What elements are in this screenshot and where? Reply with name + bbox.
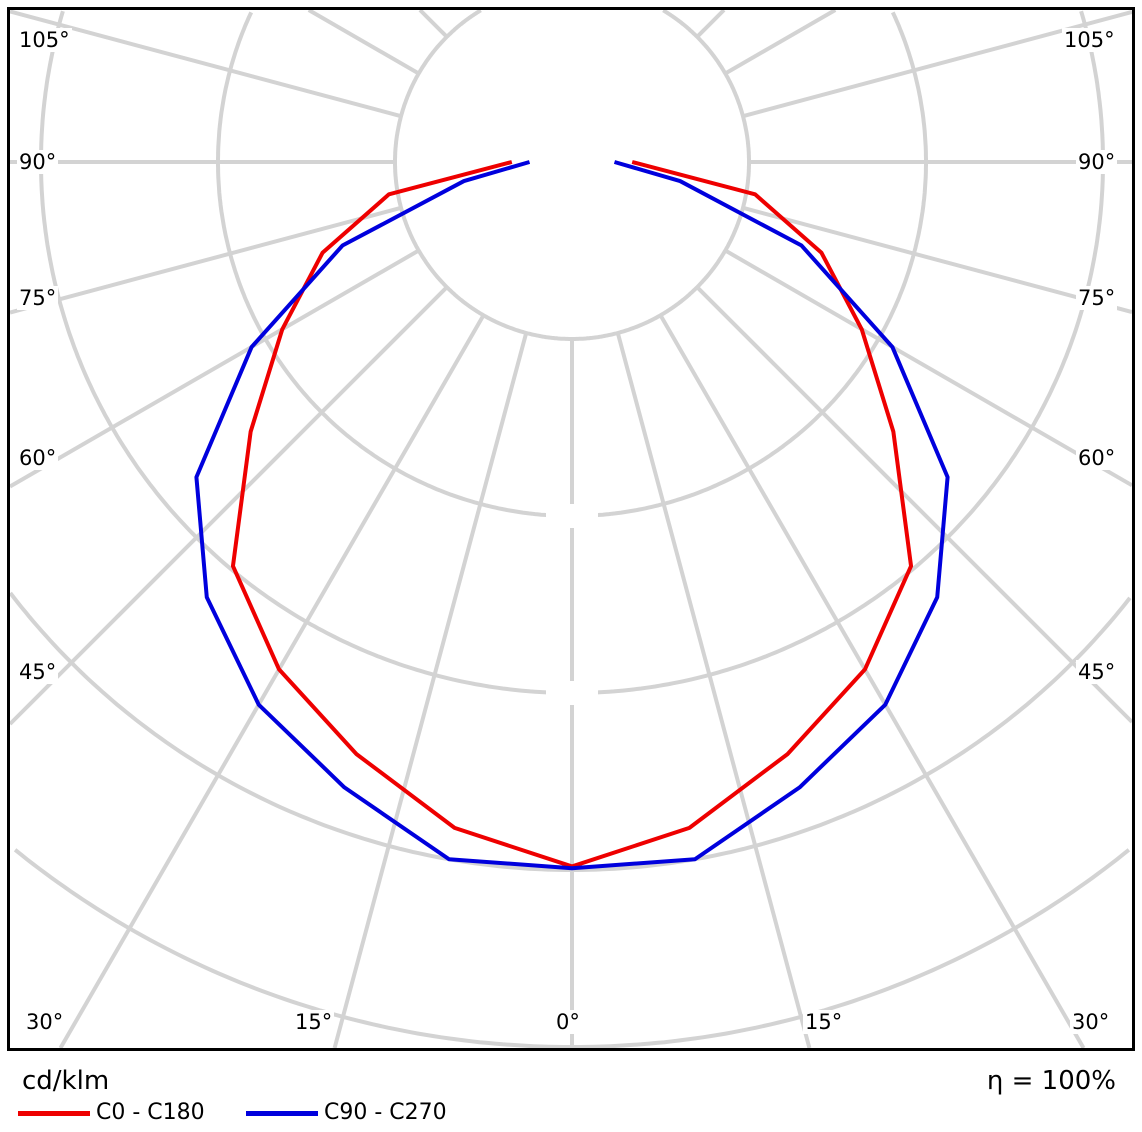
grid-spoke bbox=[58, 314, 486, 1050]
plot-area bbox=[8, 8, 1134, 1050]
grid-spoke bbox=[9, 205, 402, 315]
legend-label: C90 - C270 bbox=[324, 1100, 447, 1125]
grid-spoke bbox=[615, 332, 812, 1049]
radial-label-box bbox=[546, 681, 598, 705]
angle-label-left-105: 105° bbox=[17, 28, 72, 52]
angle-label-right-45: 45° bbox=[1076, 660, 1118, 684]
grid-spoke bbox=[8, 248, 420, 489]
angle-label-left-45: 45° bbox=[17, 660, 59, 684]
angle-label-right-75: 75° bbox=[1076, 286, 1118, 310]
angle-label-left-60: 60° bbox=[17, 446, 59, 470]
legend-item-c90-c270: C90 - C270 bbox=[246, 1100, 447, 1126]
grid-spoke bbox=[658, 314, 1086, 1050]
legend-swatch-red bbox=[18, 1110, 90, 1116]
grid-spoke bbox=[695, 285, 1134, 724]
radial-label-box bbox=[546, 504, 598, 528]
legend-item-c0-c180: C0 - C180 bbox=[18, 1100, 205, 1126]
grid-ring bbox=[216, 11, 928, 518]
unit-label: cd/klm bbox=[22, 1066, 110, 1096]
angle-label-right-90: 90° bbox=[1076, 150, 1118, 174]
angle-label-bottom-30-left: 30° bbox=[24, 1010, 66, 1034]
angle-label-bottom-30-right: 30° bbox=[1070, 1010, 1112, 1034]
grid-spoke bbox=[9, 9, 402, 119]
grid-ring bbox=[662, 8, 751, 162]
angle-label-left-90: 90° bbox=[17, 150, 59, 174]
grid-ring bbox=[890, 11, 928, 162]
angle-label-bottom-15-left: 15° bbox=[293, 1010, 335, 1034]
angle-label-bottom-0: 0° bbox=[554, 1010, 582, 1034]
grid-spoke bbox=[332, 332, 529, 1049]
angle-label-bottom-15-right: 15° bbox=[803, 1010, 845, 1034]
angle-label-right-60: 60° bbox=[1076, 446, 1118, 470]
grid-spoke bbox=[8, 285, 449, 726]
grid-ring bbox=[39, 10, 1105, 695]
grid-ring bbox=[393, 8, 751, 341]
angle-label-right-105: 105° bbox=[1062, 28, 1117, 52]
grid-spoke bbox=[418, 8, 449, 39]
grid-spoke bbox=[742, 205, 1133, 314]
angle-label-left-75: 75° bbox=[17, 286, 59, 310]
grid-spoke bbox=[695, 8, 726, 39]
efficiency-label: η = 100% bbox=[986, 1066, 1116, 1096]
grid-spoke bbox=[724, 248, 1134, 488]
chart-frame bbox=[7, 7, 1135, 1051]
grid-spoke bbox=[307, 8, 420, 76]
legend-swatch-blue bbox=[246, 1110, 318, 1116]
legend-label: C0 - C180 bbox=[96, 1100, 205, 1125]
grid-spoke bbox=[724, 8, 837, 76]
